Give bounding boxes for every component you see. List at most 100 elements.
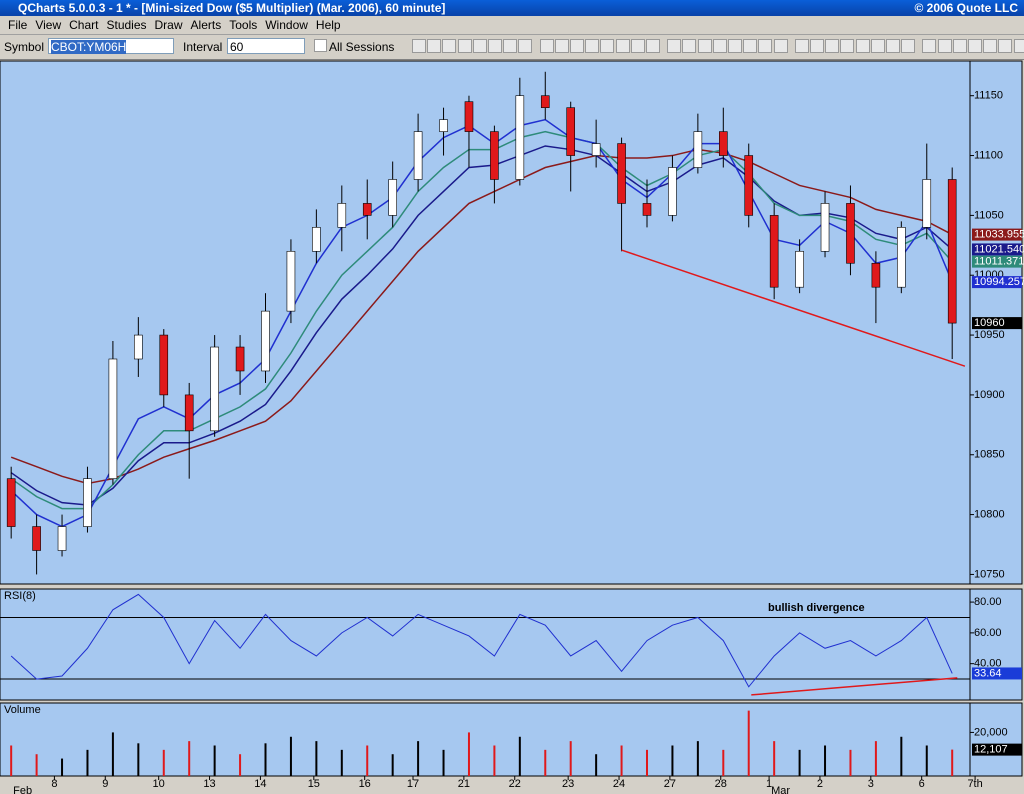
- toolbar-button[interactable]: [1013, 39, 1024, 53]
- toolbar-button[interactable]: [570, 39, 584, 53]
- interval-label: Interval: [183, 40, 223, 54]
- toolbar-button[interactable]: [585, 39, 600, 53]
- x-tick-label: 8: [51, 778, 57, 790]
- interval-input[interactable]: 60: [227, 38, 305, 54]
- candle-body: [566, 107, 576, 156]
- toolbar-button[interactable]: [646, 39, 660, 53]
- volume-bar: [747, 710, 750, 776]
- x-tick-label: 23: [562, 778, 574, 790]
- toolbar-button[interactable]: [968, 39, 982, 53]
- toolbar-button[interactable]: [630, 39, 645, 53]
- candle-body: [897, 227, 906, 288]
- toolbar-button[interactable]: [427, 39, 442, 53]
- value-tag: [972, 317, 1022, 330]
- y-tick-label: 80.00: [974, 596, 1002, 608]
- toolbar-button[interactable]: [773, 39, 788, 53]
- y-tick-label: 11100: [974, 149, 1003, 161]
- symbol-input[interactable]: CBOT:YM06H: [48, 38, 174, 54]
- toolbar-button[interactable]: [937, 39, 952, 53]
- value-tag: [972, 276, 1022, 289]
- annotation: bullish divergence: [768, 602, 865, 614]
- candle-body: [362, 203, 372, 216]
- symbol-value: CBOT:YM06H: [51, 40, 127, 54]
- toolbar-button[interactable]: [901, 39, 916, 53]
- panel: [0, 588, 1023, 701]
- volume-bar: [35, 754, 38, 776]
- y-tick-label: 20,000: [974, 726, 1008, 738]
- candle-body: [6, 478, 16, 527]
- x-tick-label: 16: [359, 778, 371, 790]
- menu-item[interactable]: Tools: [229, 18, 258, 32]
- y-tick-label: 11050: [974, 209, 1004, 221]
- menu-item[interactable]: Help: [315, 18, 341, 32]
- trendline: [751, 677, 958, 696]
- toolbar-button[interactable]: [743, 39, 758, 53]
- x-tick-label: 13: [203, 778, 215, 790]
- toolbar-button[interactable]: [983, 39, 998, 53]
- volume-bar: [340, 749, 343, 776]
- volume-bar: [264, 743, 267, 776]
- value-tag: [972, 667, 1022, 680]
- toolbar-button[interactable]: [667, 39, 682, 53]
- toolbar-button[interactable]: [503, 39, 518, 53]
- x-tick-label: 9: [102, 778, 108, 790]
- y-tick-label: 10800: [974, 508, 1005, 520]
- value-tag: [972, 255, 1022, 268]
- y-tick-label: 10950: [974, 329, 1005, 341]
- menu-item[interactable]: Chart: [69, 18, 99, 32]
- toolbar-button[interactable]: [682, 39, 697, 53]
- toolbar-button[interactable]: [554, 39, 569, 53]
- toolbar-button[interactable]: [600, 39, 615, 53]
- toolbar-button[interactable]: [697, 39, 712, 53]
- toolbar-button[interactable]: [870, 39, 885, 53]
- value-tag: [972, 743, 1022, 756]
- toolbar-button[interactable]: [886, 39, 900, 53]
- toolbar-button[interactable]: [615, 39, 630, 53]
- toolbar-button[interactable]: [518, 39, 533, 53]
- toolbar: Symbol CBOT:YM06H Interval 60 All Sessio…: [0, 35, 1024, 60]
- candle-body: [617, 143, 626, 204]
- toolbar-button[interactable]: [472, 39, 487, 53]
- toolbar-button[interactable]: [922, 39, 937, 53]
- toolbar-button[interactable]: [794, 39, 809, 53]
- volume-bar: [239, 754, 242, 776]
- panel-title: Volume: [4, 704, 41, 716]
- menu-item[interactable]: Studies: [106, 18, 147, 32]
- volume-bar: [798, 749, 801, 776]
- menu-item[interactable]: Alerts: [190, 18, 222, 32]
- toolbar-button[interactable]: [712, 39, 727, 53]
- candle-body: [261, 310, 270, 372]
- toolbar-button[interactable]: [840, 39, 855, 53]
- toolbar-button[interactable]: [855, 39, 870, 53]
- menu-item[interactable]: File: [8, 18, 28, 32]
- rsi-line: [10, 593, 953, 688]
- candle-body: [413, 131, 423, 180]
- panel: [0, 60, 1023, 585]
- toolbar-button[interactable]: [457, 39, 472, 53]
- toolbar-button[interactable]: [758, 39, 773, 53]
- volume-bar: [874, 741, 877, 776]
- volume-bar: [391, 754, 394, 776]
- toolbar-button[interactable]: [488, 39, 502, 53]
- toolbar-button[interactable]: [728, 39, 742, 53]
- all-sessions-checkbox[interactable]: [314, 39, 327, 52]
- x-tick-label: 1: [766, 778, 772, 790]
- toolbar-button[interactable]: [442, 39, 457, 53]
- toolbar-button[interactable]: [412, 39, 426, 53]
- toolbar-button[interactable]: [825, 39, 840, 53]
- candle-body: [57, 526, 67, 551]
- toolbar-button[interactable]: [952, 39, 967, 53]
- menu-item[interactable]: Draw: [154, 18, 183, 32]
- candle-body: [947, 179, 957, 324]
- moving-average: [10, 148, 953, 485]
- menu-bar: File View Chart Studies Draw Alerts Tools Windo…: [0, 16, 1024, 35]
- candle-body: [846, 203, 855, 264]
- menu-item[interactable]: Window: [265, 18, 308, 32]
- volume-bar: [849, 749, 852, 776]
- candle-body: [83, 478, 92, 527]
- menu-item[interactable]: View: [35, 18, 62, 32]
- toolbar-button[interactable]: [998, 39, 1013, 53]
- toolbar-button[interactable]: [810, 39, 824, 53]
- toolbar-button[interactable]: [539, 39, 554, 53]
- volume-bar: [696, 741, 699, 776]
